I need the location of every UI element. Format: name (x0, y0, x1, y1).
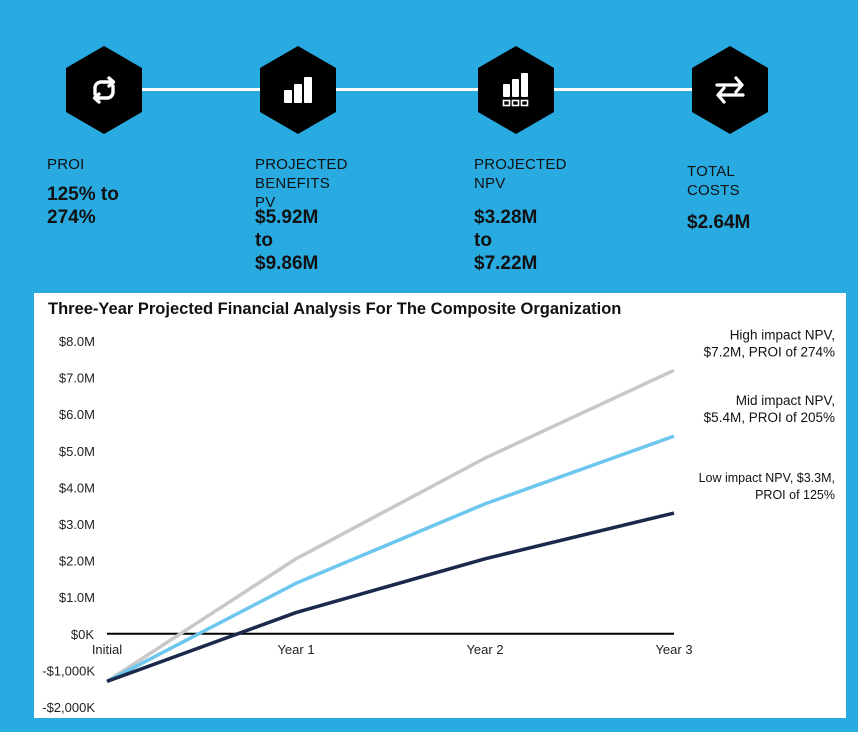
series-label-low: PROI of 125% (755, 488, 835, 502)
metric-proi-value-line-2: 274% (47, 207, 96, 228)
swap-arrows-icon (715, 76, 745, 104)
metric-npv-value-line-1: $3.28M to (474, 207, 538, 251)
y-tick-label: $5.0M (59, 444, 95, 459)
metric-benefits-pv-value-line-2: $9.86M (255, 253, 319, 274)
y-tick-label: $6.0M (59, 407, 95, 422)
x-tick-label: Year 2 (466, 642, 503, 657)
metric-benefits-pv-label-line-1: PROJECTED (255, 156, 348, 173)
y-tick-label: $3.0M (59, 517, 95, 532)
refresh-icon (92, 76, 116, 104)
series-label-high: High impact NPV, (730, 327, 835, 342)
metric-proi-value-line-1: 125% to (47, 184, 119, 205)
x-tick-label: Year 3 (655, 642, 692, 657)
y-tick-label: -$1,000K (42, 663, 95, 678)
y-tick-label: $2.0M (59, 554, 95, 569)
metric-proi-label: PROI (47, 156, 85, 173)
x-axis-tick-labels: Initial Year 1 Year 2 Year 3 (92, 642, 693, 657)
series-label-mid: $5.4M, PROI of 205% (704, 410, 835, 425)
y-tick-label: $4.0M (59, 480, 95, 495)
series-line-mid (106, 434, 675, 683)
metric-benefits-pv-label-line-2: BENEFITS PV (255, 175, 330, 211)
x-tick-label: Initial (92, 642, 122, 657)
metric-total-costs-value: $2.64M (687, 212, 751, 233)
series-end-labels: High impact NPV, $7.2M, PROI of 274% Mid i… (699, 327, 835, 502)
metric-npv-label-line-2: NPV (474, 175, 506, 192)
metric-total-costs-label-line-1: TOTAL (687, 163, 735, 180)
y-tick-label: -$2,000K (42, 700, 95, 715)
chart-title: Three-Year Projected Financial Analysis … (48, 300, 621, 318)
x-tick-label: Year 1 (277, 642, 314, 657)
y-axis-tick-labels: $8.0M $7.0M $6.0M $5.0M $4.0M $3.0M $2.0M $1.0M… (42, 334, 95, 715)
chart-panel: Three-Year Projected Financial Analysis … (34, 293, 846, 718)
metric-total-costs-label-line-2: COSTS (687, 182, 740, 199)
metrics-connector-line (100, 88, 720, 91)
metric-benefits-pv-hexagon (254, 46, 342, 134)
series-label-mid: Mid impact NPV, (736, 393, 835, 408)
metric-npv-label-line-1: PROJECTED (474, 156, 567, 173)
metric-total-costs-hexagon (686, 46, 774, 134)
y-tick-label: $1.0M (59, 590, 95, 605)
series-lines (106, 368, 675, 684)
series-line-low (106, 511, 675, 684)
metric-proi-hexagon (60, 46, 148, 134)
bar-chart-icon (284, 77, 312, 103)
metric-npv-hexagon (472, 46, 560, 134)
metric-benefits-pv-value-line-1: $5.92M to (255, 207, 319, 251)
y-tick-label: $7.0M (59, 371, 95, 386)
bar-chart-squares-icon (502, 73, 529, 107)
y-tick-label: $8.0M (59, 334, 95, 349)
npv-line-chart: Three-Year Projected Financial Analysis … (42, 300, 835, 715)
series-label-low: Low impact NPV, $3.3M, (699, 471, 835, 485)
y-tick-label: $0K (71, 627, 94, 642)
metric-npv-value-line-2: $7.22M (474, 253, 538, 274)
series-line-high (106, 368, 675, 683)
series-label-high: $7.2M, PROI of 274% (704, 344, 835, 359)
